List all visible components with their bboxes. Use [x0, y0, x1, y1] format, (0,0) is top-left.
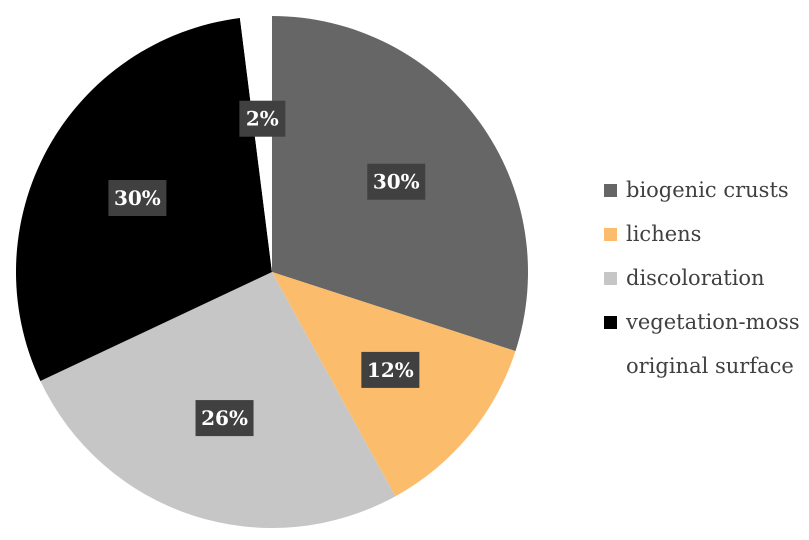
legend-swatch: [604, 271, 617, 285]
legend-label: original surface: [626, 354, 794, 378]
data-label-discoloration: 26%: [195, 400, 254, 437]
legend-item-lichens: lichens: [604, 212, 804, 256]
legend-label: biogenic crusts: [626, 178, 789, 202]
data-label-text: 2%: [246, 107, 279, 131]
legend-label: vegetation-moss: [626, 310, 800, 334]
data-label-original-surface: 2%: [239, 100, 286, 137]
pie-slice-discoloration: [40, 272, 396, 528]
data-label-box: [108, 180, 167, 217]
legend-label: lichens: [626, 222, 702, 246]
legend-item-biogenic-crusts: biogenic crusts: [604, 168, 804, 212]
pie-slice-original-surface: [239, 16, 272, 272]
data-label-box: [367, 163, 426, 200]
data-label-box: [239, 100, 286, 137]
data-label-text: 30%: [373, 170, 420, 194]
data-label-biogenic-crusts: 30%: [367, 163, 426, 200]
pie-data-labels: 30% 12% 26% 30% 2%: [108, 100, 426, 437]
chart-legend: biogenic crusts lichens discoloration veget…: [604, 168, 804, 388]
data-label-text: 30%: [114, 186, 161, 210]
legend-swatch: [604, 315, 617, 329]
legend-swatch: [604, 227, 617, 241]
legend-item-original-surface: original surface: [604, 344, 804, 388]
legend-item-vegetation-moss: vegetation-moss: [604, 300, 804, 344]
data-label-text: 12%: [367, 358, 414, 382]
legend-item-discoloration: discoloration: [604, 256, 804, 300]
data-label-text: 26%: [201, 406, 248, 430]
data-label-box: [361, 351, 420, 388]
pie-slices: [15, 16, 528, 528]
data-label-lichens: 12%: [361, 351, 420, 388]
data-label-box: [195, 400, 254, 437]
legend-swatch: [604, 183, 617, 197]
legend-swatch: [604, 359, 617, 373]
data-label-vegetation-moss: 30%: [108, 180, 167, 217]
legend-label: discoloration: [626, 266, 765, 290]
